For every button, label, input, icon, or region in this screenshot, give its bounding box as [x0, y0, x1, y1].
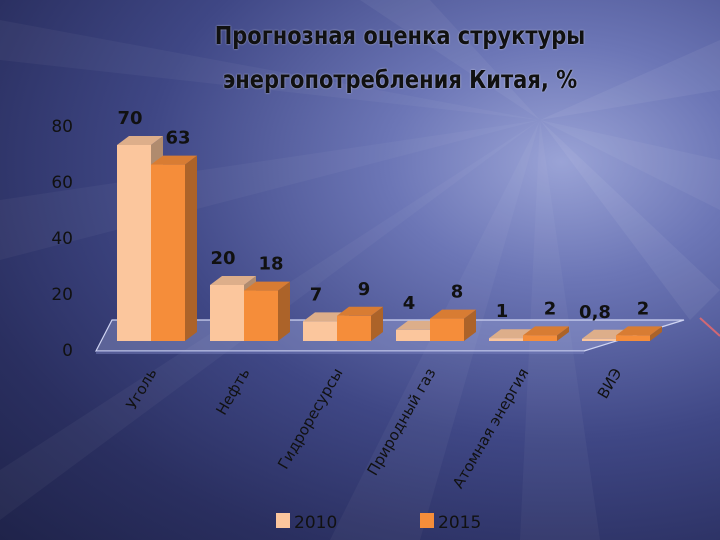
bar-front	[244, 290, 278, 341]
category-label: Атомная энергия	[449, 365, 532, 492]
bar-top	[430, 309, 476, 319]
bar-top	[616, 326, 662, 336]
data-label: 18	[258, 254, 283, 275]
legend-swatch-2010	[276, 513, 290, 528]
bar-front	[489, 338, 523, 341]
bar-side	[278, 281, 290, 341]
bar-side	[557, 326, 569, 341]
bar-top	[244, 281, 290, 291]
y-tick-label: 60	[51, 173, 73, 193]
bar-front	[337, 315, 371, 341]
bar-front	[210, 285, 244, 341]
category-label: Уголь	[123, 365, 161, 413]
bar-2015	[337, 306, 383, 341]
bar-front	[151, 164, 185, 341]
data-label: 63	[165, 128, 190, 149]
bar-front	[430, 318, 464, 341]
bar-top	[337, 306, 383, 316]
bar-side	[464, 309, 476, 341]
bar-side	[650, 326, 662, 341]
category-label: Гидроресурсы	[274, 365, 346, 472]
bar-top	[117, 136, 163, 145]
bar-front	[396, 329, 430, 341]
bar-2015	[244, 281, 290, 341]
legend-label-2010: 2010	[294, 513, 337, 533]
bar-top	[151, 155, 197, 165]
data-label: 1	[496, 301, 509, 322]
data-label: 20	[210, 248, 235, 269]
data-label: 2	[544, 298, 557, 319]
data-label: 2	[637, 298, 650, 319]
bar-front	[523, 335, 557, 341]
chart-title-line-1: Прогнозная оценка структуры	[214, 21, 586, 50]
y-tick-label: 20	[51, 285, 73, 305]
data-label: 8	[451, 282, 464, 303]
chart-title: Прогнозная оценка структуры энергопотреб…	[165, 14, 635, 102]
legend-swatch-2015	[420, 513, 434, 528]
bar-front	[117, 145, 151, 341]
category-label: ВИЭ	[594, 365, 626, 402]
legend-label-2015: 2015	[438, 513, 481, 533]
y-tick-label: 0	[62, 341, 73, 361]
bar-2015	[523, 326, 569, 341]
y-tick-label: 40	[51, 229, 73, 249]
category-label: Нефть	[212, 365, 253, 418]
data-label: 9	[358, 279, 371, 300]
bar-2015	[430, 309, 476, 341]
bar-top	[523, 326, 569, 336]
category-label: Природный газ	[363, 365, 439, 479]
bar-2015	[151, 155, 197, 341]
data-label: 0,8	[579, 302, 611, 323]
data-label: 4	[403, 293, 416, 314]
data-label: 7	[310, 284, 323, 305]
bar-front	[303, 321, 337, 341]
bar-side	[371, 306, 383, 341]
bar-top	[210, 276, 256, 285]
chart-floor-edge	[96, 351, 584, 354]
bar-side	[185, 155, 197, 341]
y-tick-label: 80	[51, 117, 73, 137]
bar-2015	[616, 326, 662, 341]
bar-front	[582, 338, 616, 341]
data-label: 70	[117, 108, 142, 129]
bar-front	[616, 335, 650, 341]
chart-title-line-2: энергопотребления Китая, %	[222, 65, 578, 94]
legend: 2010 2015	[276, 513, 481, 533]
